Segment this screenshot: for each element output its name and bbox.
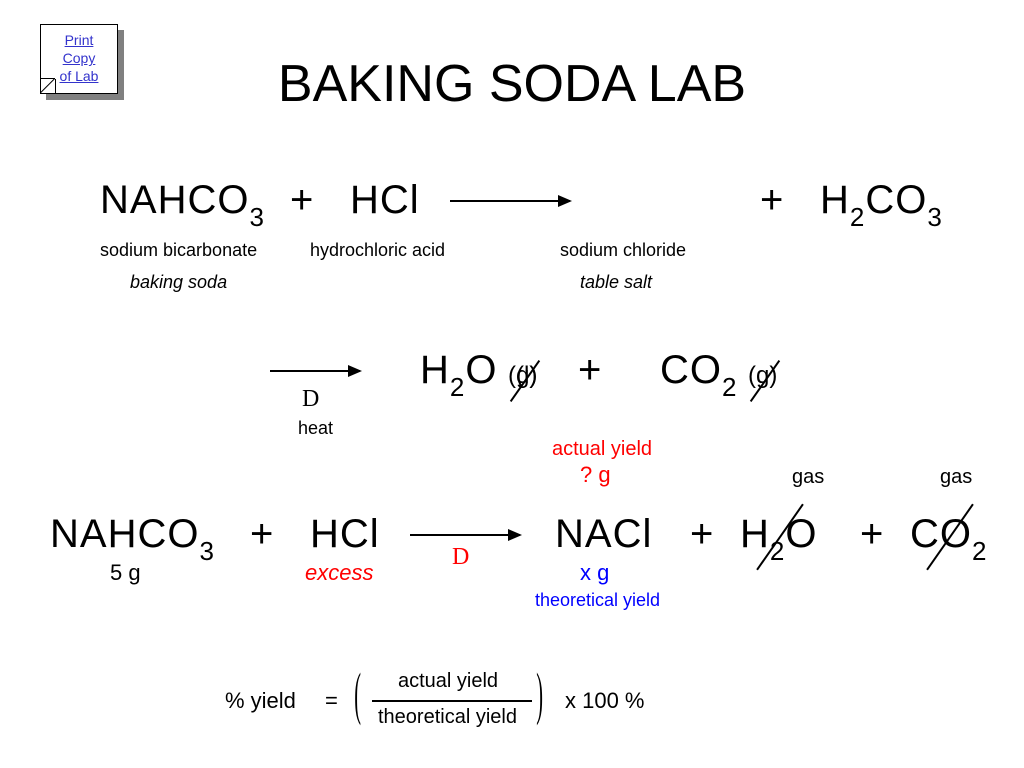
yield-frac-line xyxy=(372,700,532,702)
eq1-label2: hydrochloric acid xyxy=(310,240,445,261)
eq1-reactant1: NAHCO3 xyxy=(100,178,265,229)
eq1-plus2: + xyxy=(760,178,784,223)
eq1-label1: sodium bicarbonate xyxy=(100,240,257,261)
yield-rhs: x 100 % xyxy=(565,688,645,714)
eq2-product1: H2O xyxy=(420,348,497,399)
eq2-delta: D xyxy=(302,386,319,413)
eq3-product1: NACl xyxy=(555,512,652,557)
eq3-p1-amt: x g xyxy=(580,560,609,586)
eq1-label3b: table salt xyxy=(580,272,652,293)
yield-rparen: ) xyxy=(536,660,543,727)
eq2-actual-yield: actual yield xyxy=(552,438,652,461)
eq3-delta: D xyxy=(452,544,469,571)
eq2-gas2: gas xyxy=(940,466,972,489)
eq3-plus1: + xyxy=(250,512,274,557)
eq1-reactant2: HCl xyxy=(350,178,420,223)
eq3-excess: excess xyxy=(305,560,373,586)
eq2-qg: ? g xyxy=(580,462,611,488)
eq3-plus2: + xyxy=(690,512,714,557)
eq1-label1b: baking soda xyxy=(130,272,227,293)
eq3-theoretical: theoretical yield xyxy=(535,590,660,611)
eq1-plus1: + xyxy=(290,178,314,223)
eq3-plus3: + xyxy=(860,512,884,557)
eq1-arrow xyxy=(450,200,570,202)
yield-num: actual yield xyxy=(398,670,498,693)
eq2-arrow xyxy=(270,370,360,372)
yield-lparen: ( xyxy=(354,660,361,727)
eq2-heat: heat xyxy=(298,418,333,439)
eq2-product2: CO2 xyxy=(660,348,737,399)
eq2-plus: + xyxy=(578,348,602,393)
eq3-reactant2: HCl xyxy=(310,512,380,557)
eq3-reactant1: NAHCO3 xyxy=(50,512,215,563)
yield-den: theoretical yield xyxy=(378,706,517,729)
yield-eq: = xyxy=(325,688,338,714)
eq3-r1-amt: 5 g xyxy=(110,560,141,586)
eq3-arrow xyxy=(410,534,520,536)
page-title: BAKING SODA LAB xyxy=(0,54,1024,114)
eq2-gas1: gas xyxy=(792,466,824,489)
eq1-product2: H2CO3 xyxy=(820,178,943,229)
yield-lhs: % yield xyxy=(225,688,296,714)
eq1-label3: sodium chloride xyxy=(560,240,686,261)
print-link-l1: Print xyxy=(65,32,94,48)
